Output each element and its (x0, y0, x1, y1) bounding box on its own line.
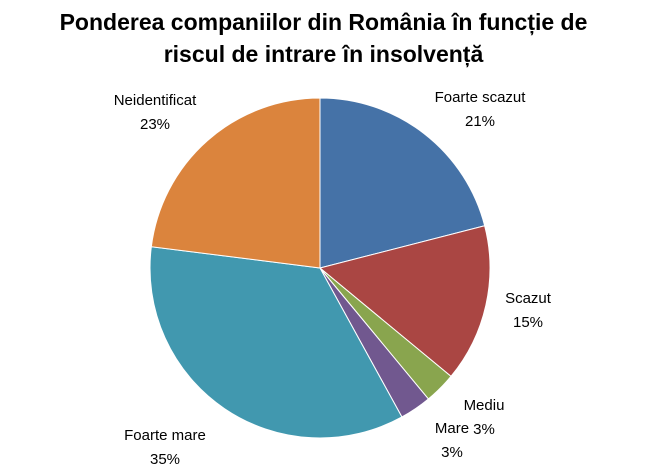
slice-value-label: 23% (140, 116, 170, 133)
slice-value-label: 3% (473, 421, 495, 438)
slice-value-label: 21% (465, 113, 495, 130)
slice-label: Foarte mare (124, 427, 206, 444)
slice-label: Scazut (505, 290, 552, 307)
slice-label: Mare (435, 420, 469, 437)
slice-label: Foarte scazut (435, 89, 527, 106)
slice-value-label: 3% (441, 444, 463, 461)
slice-label: Neidentificat (114, 92, 197, 109)
slice-label: Mediu (464, 397, 505, 414)
pie-slice (149, 246, 403, 439)
pie-slice (318, 225, 491, 378)
slice-value-label: 35% (150, 451, 180, 468)
chart-title-text: Ponderea companiilor din România în func… (59, 9, 588, 67)
slice-value-label: 15% (513, 314, 543, 331)
pie-slice (319, 97, 486, 269)
pie-slice (150, 97, 321, 269)
chart-title: Ponderea companiilor din România în func… (10, 6, 637, 70)
